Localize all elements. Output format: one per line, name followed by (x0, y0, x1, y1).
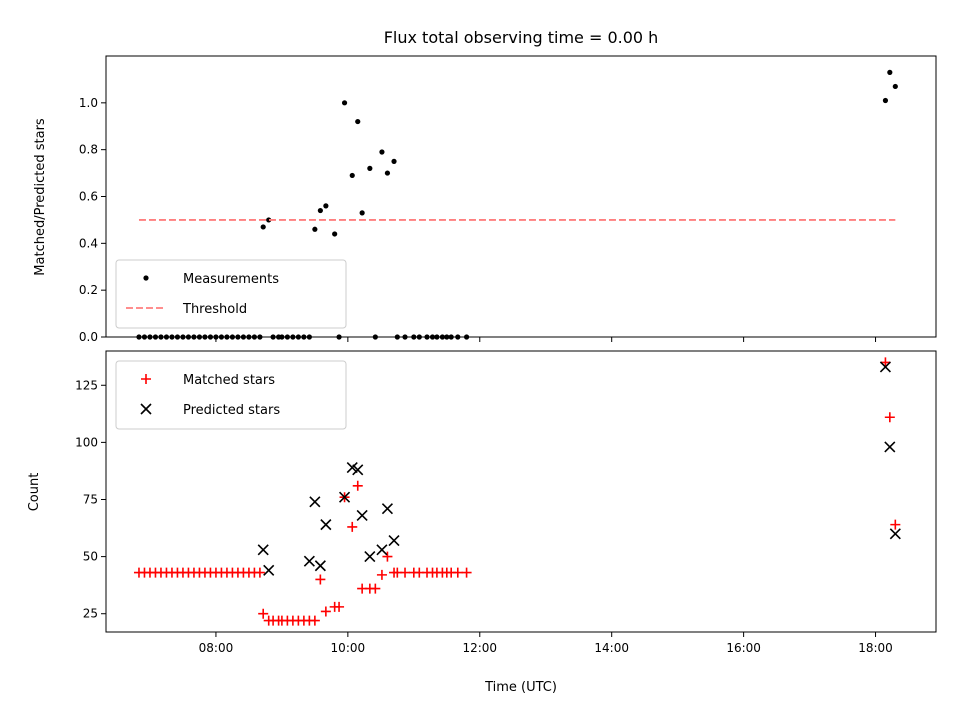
data-point (258, 608, 269, 619)
data-point (882, 97, 889, 104)
x-tick-label: 08:00 (199, 641, 234, 655)
data-point (884, 412, 895, 423)
data-point (309, 615, 320, 626)
y-tick-label: 0.4 (79, 236, 98, 250)
data-point (880, 357, 891, 368)
data-point (332, 231, 338, 237)
data-point (879, 361, 891, 373)
data-point (263, 564, 275, 576)
data-point (347, 521, 358, 532)
bottom-axes: 08:00 10:00 12:00 14:00 16:00 18:00 25 50 75 100 1… (27, 350, 937, 695)
y-tick-label: 75 (83, 492, 98, 506)
legend-swatch (141, 374, 151, 384)
data-point (317, 207, 323, 214)
data-point (314, 560, 326, 572)
legend-swatch (140, 403, 152, 415)
chart-title: Flux total observing time = 0.00 h (384, 28, 659, 47)
data-point (303, 555, 315, 567)
data-point (349, 172, 355, 179)
y-tick-label: 0.2 (79, 283, 98, 297)
x-tick-label: 16:00 (726, 641, 761, 655)
data-point (382, 551, 393, 562)
data-point (376, 569, 387, 580)
y-tick-label: 125 (75, 378, 98, 392)
x-tick-label: 14:00 (594, 641, 629, 655)
data-point (312, 226, 318, 232)
y-tick-label: 0.0 (79, 330, 98, 344)
data-point (889, 528, 901, 540)
data-point (257, 544, 269, 556)
legend-swatch (143, 275, 149, 281)
y-tick-label: 50 (83, 550, 98, 564)
data-point (323, 203, 329, 209)
legend-box (115, 360, 347, 430)
legend-label: Threshold (182, 302, 247, 317)
data-point (452, 567, 463, 578)
data-point (890, 519, 901, 530)
data-point (884, 441, 896, 453)
data-point (315, 574, 326, 585)
data-point (359, 210, 365, 216)
data-point (376, 544, 388, 556)
data-point (320, 519, 332, 531)
data-point (355, 118, 361, 125)
top-y-axis-label: Matched/Predicted stars (33, 118, 48, 276)
data-point (887, 69, 893, 75)
bottom-axes-frame (105, 350, 937, 633)
legend-label: Predicted stars (183, 403, 280, 418)
data-point (391, 158, 397, 164)
data-point (341, 100, 348, 106)
data-point (266, 217, 272, 223)
data-point (370, 583, 381, 594)
data-point (379, 149, 385, 155)
y-tick-label: 1.0 (79, 96, 98, 110)
y-tick-label: 25 (83, 607, 98, 621)
data-point (367, 165, 373, 171)
y-tick-label: 0.6 (79, 190, 98, 204)
data-point (381, 503, 393, 515)
top-legend: Measurements Threshold (115, 259, 347, 329)
legend-label: Measurements (183, 272, 279, 287)
data-point (461, 567, 472, 578)
legend-label: Matched stars (183, 373, 275, 388)
data-point (352, 480, 363, 491)
data-point (260, 224, 266, 230)
data-point (388, 535, 400, 547)
top-axes: 0.0 0.2 0.4 0.6 0.8 1.0 Matched/Predicted sta… (33, 55, 937, 344)
legend-box (115, 259, 347, 329)
data-point (309, 496, 321, 508)
data-point (334, 601, 345, 612)
data-point (254, 567, 265, 578)
y-tick-label: 0.8 (79, 143, 98, 157)
data-point (356, 509, 368, 522)
data-point (338, 491, 351, 503)
data-point (364, 551, 376, 563)
data-point (320, 606, 331, 617)
data-point (352, 464, 364, 476)
data-point (400, 567, 411, 578)
x-tick-label: 10:00 (331, 641, 366, 655)
data-point (384, 170, 391, 176)
x-tick-label: 12:00 (462, 641, 497, 655)
y-tick-label: 100 (75, 435, 98, 449)
bottom-legend: Matched stars Predicted stars (115, 360, 347, 430)
data-point (892, 83, 898, 90)
x-axis-label: Time (UTC) (484, 680, 557, 695)
bottom-y-axis-label: Count (27, 473, 42, 512)
x-tick-label: 18:00 (858, 641, 893, 655)
